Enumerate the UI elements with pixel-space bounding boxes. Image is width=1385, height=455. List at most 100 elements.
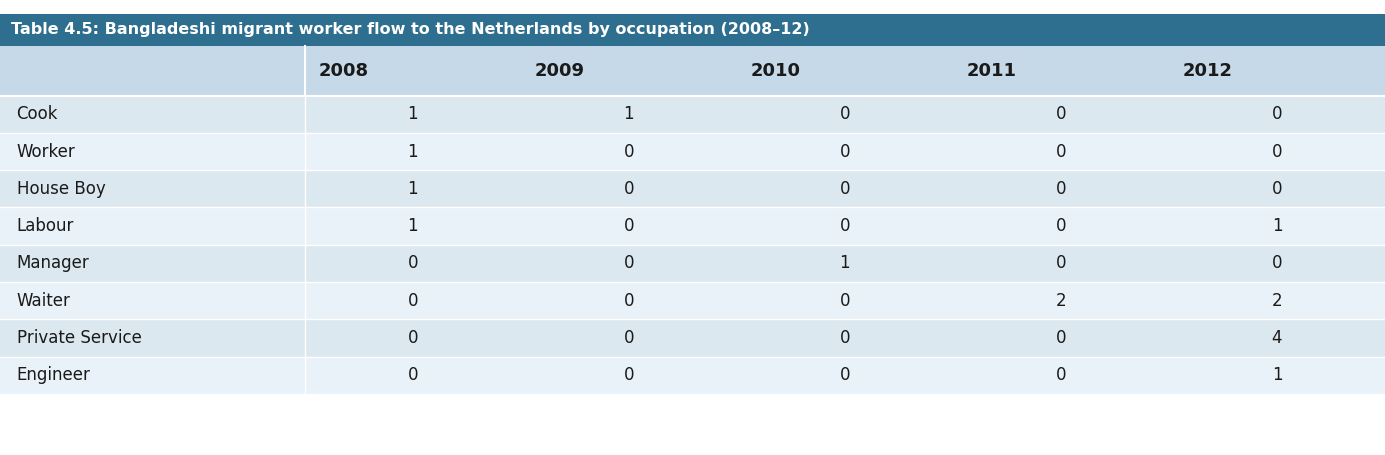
Text: Table 4.5: Bangladeshi migrant worker flow to the Netherlands by occupation (200: Table 4.5: Bangladeshi migrant worker fl…	[11, 22, 810, 37]
FancyBboxPatch shape	[737, 357, 953, 394]
FancyBboxPatch shape	[305, 207, 521, 245]
FancyBboxPatch shape	[0, 170, 305, 207]
FancyBboxPatch shape	[0, 245, 305, 282]
FancyBboxPatch shape	[305, 96, 521, 133]
Text: 0: 0	[839, 142, 850, 161]
Text: 0: 0	[623, 329, 634, 347]
Text: 0: 0	[1271, 105, 1283, 123]
FancyBboxPatch shape	[0, 282, 305, 319]
Text: 0: 0	[407, 254, 418, 273]
FancyBboxPatch shape	[521, 282, 737, 319]
Text: 1: 1	[623, 105, 634, 123]
Text: Manager: Manager	[17, 254, 90, 273]
FancyBboxPatch shape	[737, 207, 953, 245]
FancyBboxPatch shape	[953, 207, 1169, 245]
FancyBboxPatch shape	[305, 319, 521, 357]
Text: 2: 2	[1271, 292, 1283, 310]
FancyBboxPatch shape	[0, 133, 305, 170]
FancyBboxPatch shape	[521, 133, 737, 170]
FancyBboxPatch shape	[1169, 245, 1385, 282]
FancyBboxPatch shape	[305, 170, 521, 207]
Text: 0: 0	[839, 105, 850, 123]
Text: 0: 0	[839, 180, 850, 198]
FancyBboxPatch shape	[521, 207, 737, 245]
Text: 1: 1	[839, 254, 850, 273]
Text: Worker: Worker	[17, 142, 75, 161]
Text: 0: 0	[1055, 254, 1066, 273]
Text: 2012: 2012	[1183, 61, 1233, 80]
Text: 1: 1	[407, 180, 418, 198]
FancyBboxPatch shape	[737, 96, 953, 133]
FancyBboxPatch shape	[1169, 319, 1385, 357]
Text: 0: 0	[623, 142, 634, 161]
Text: House Boy: House Boy	[17, 180, 105, 198]
Text: Waiter: Waiter	[17, 292, 71, 310]
FancyBboxPatch shape	[0, 46, 305, 96]
FancyBboxPatch shape	[521, 319, 737, 357]
Text: 0: 0	[407, 329, 418, 347]
FancyBboxPatch shape	[521, 96, 737, 133]
Text: 2008: 2008	[319, 61, 368, 80]
FancyBboxPatch shape	[737, 133, 953, 170]
Text: 1: 1	[407, 105, 418, 123]
Text: 1: 1	[1271, 217, 1283, 235]
Text: 1: 1	[407, 142, 418, 161]
Text: 4: 4	[1271, 329, 1283, 347]
FancyBboxPatch shape	[305, 46, 521, 96]
Text: Labour: Labour	[17, 217, 73, 235]
Text: 0: 0	[1055, 142, 1066, 161]
FancyBboxPatch shape	[0, 14, 1385, 46]
Text: 1: 1	[407, 217, 418, 235]
Text: 0: 0	[839, 329, 850, 347]
FancyBboxPatch shape	[737, 319, 953, 357]
FancyBboxPatch shape	[737, 46, 953, 96]
Text: 0: 0	[1271, 180, 1283, 198]
FancyBboxPatch shape	[1169, 46, 1385, 96]
Text: 0: 0	[407, 292, 418, 310]
FancyBboxPatch shape	[305, 245, 521, 282]
FancyBboxPatch shape	[737, 245, 953, 282]
FancyBboxPatch shape	[521, 357, 737, 394]
FancyBboxPatch shape	[953, 245, 1169, 282]
FancyBboxPatch shape	[953, 319, 1169, 357]
Text: 0: 0	[407, 366, 418, 384]
Text: 0: 0	[1271, 254, 1283, 273]
Text: 0: 0	[839, 217, 850, 235]
Text: 0: 0	[839, 292, 850, 310]
FancyBboxPatch shape	[0, 207, 305, 245]
FancyBboxPatch shape	[953, 170, 1169, 207]
FancyBboxPatch shape	[1169, 170, 1385, 207]
FancyBboxPatch shape	[0, 96, 305, 133]
FancyBboxPatch shape	[1169, 133, 1385, 170]
FancyBboxPatch shape	[0, 357, 305, 394]
Text: Private Service: Private Service	[17, 329, 141, 347]
Text: 1: 1	[1271, 366, 1283, 384]
Text: 0: 0	[1055, 329, 1066, 347]
Text: 0: 0	[1055, 217, 1066, 235]
FancyBboxPatch shape	[1169, 282, 1385, 319]
Text: 2009: 2009	[535, 61, 584, 80]
Text: Engineer: Engineer	[17, 366, 90, 384]
Text: 0: 0	[623, 180, 634, 198]
FancyBboxPatch shape	[1169, 207, 1385, 245]
FancyBboxPatch shape	[521, 46, 737, 96]
FancyBboxPatch shape	[521, 245, 737, 282]
Text: 0: 0	[839, 366, 850, 384]
FancyBboxPatch shape	[1169, 96, 1385, 133]
Text: Cook: Cook	[17, 105, 58, 123]
Text: 2010: 2010	[751, 61, 801, 80]
FancyBboxPatch shape	[0, 319, 305, 357]
FancyBboxPatch shape	[953, 46, 1169, 96]
FancyBboxPatch shape	[737, 170, 953, 207]
FancyBboxPatch shape	[305, 282, 521, 319]
FancyBboxPatch shape	[305, 357, 521, 394]
FancyBboxPatch shape	[737, 282, 953, 319]
Text: 0: 0	[1055, 366, 1066, 384]
FancyBboxPatch shape	[1169, 357, 1385, 394]
Text: 2011: 2011	[967, 61, 1017, 80]
Text: 0: 0	[1271, 142, 1283, 161]
Text: 0: 0	[623, 217, 634, 235]
Text: 2: 2	[1055, 292, 1066, 310]
FancyBboxPatch shape	[521, 170, 737, 207]
Text: 0: 0	[623, 254, 634, 273]
